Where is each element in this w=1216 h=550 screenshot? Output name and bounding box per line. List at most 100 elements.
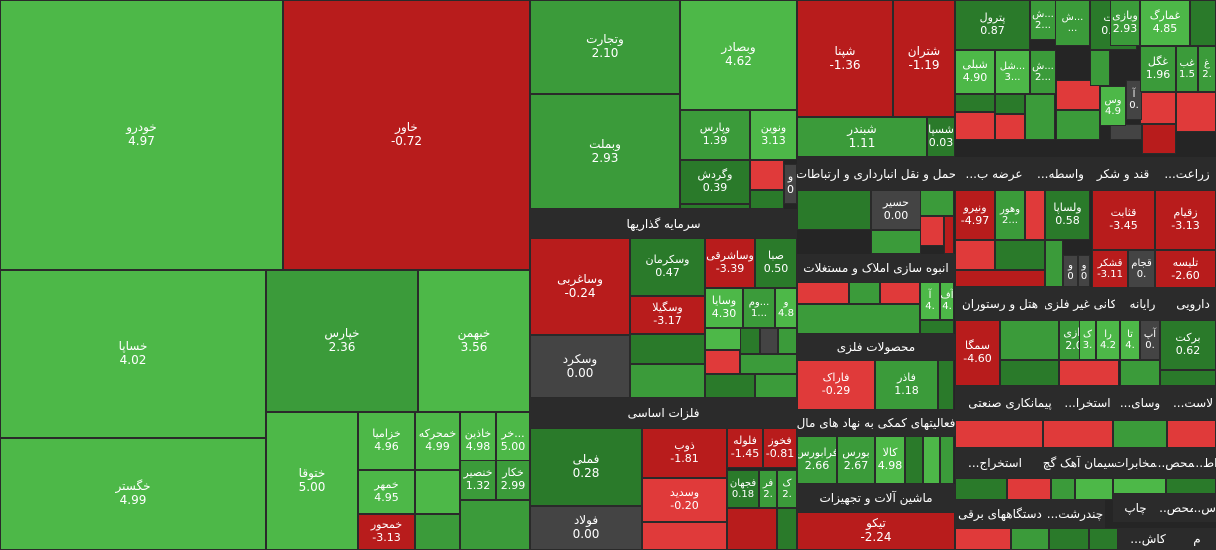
sector-header[interactable]: محصولات فلزی	[797, 334, 955, 360]
stock-tile[interactable]: وم... 1...	[743, 288, 775, 328]
sector-header[interactable]: پیمانکاری صنعتی	[955, 386, 1065, 420]
sector-header[interactable]: سیمان آهک گچ	[1035, 448, 1125, 478]
stock-tile[interactable]: ولساپا 0.58	[1045, 190, 1090, 240]
stock-tile[interactable]: ش... 2...	[1030, 50, 1056, 94]
stock-tile[interactable]: ک 2.	[777, 470, 797, 508]
sector-header[interactable]: دارویی	[1170, 287, 1216, 320]
stock-tile[interactable]: تلیسه -2.60	[1155, 250, 1216, 290]
stock-tile[interactable]: فاذر 1.18	[875, 360, 938, 410]
stock-tile[interactable]: شپنا -1.36	[797, 0, 893, 117]
sector-header[interactable]: وسای...	[1110, 386, 1170, 420]
sector-header[interactable]: اس...	[1193, 494, 1216, 522]
stock-tile[interactable]: فولاد 0.00	[530, 506, 642, 550]
stock-tile[interactable]: خمهر 4.95	[358, 470, 415, 514]
stock-tile[interactable]: وساغربی -0.24	[530, 238, 630, 335]
stock-tile[interactable]: صبا 0.50	[755, 238, 797, 288]
stock-tile[interactable]: را 4.2	[1096, 320, 1120, 360]
stock-tile[interactable]: غگل 1.96	[1140, 46, 1176, 92]
stock-tile[interactable]: شبندر 1.11	[797, 117, 927, 157]
stock-tile[interactable]: فاراک -0.29	[797, 360, 875, 410]
stock-tile[interactable]: بورس 2.67	[837, 436, 875, 484]
sector-header[interactable]: زراعت...	[1158, 157, 1216, 190]
stock-tile[interactable]: فخوز -0.81	[763, 428, 797, 468]
stock-tile[interactable]: غ 2.	[1198, 46, 1216, 92]
stock-tile[interactable]: وهور 2...	[995, 190, 1025, 240]
stock-tile[interactable]: آف 4.	[940, 282, 954, 320]
stock-tile[interactable]: وسدید -0.20	[642, 478, 727, 522]
stock-tile[interactable]: زقیام -3.13	[1155, 190, 1216, 250]
stock-tile[interactable]: خودرو 4.97	[0, 0, 283, 270]
stock-tile[interactable]: تا 4.	[1120, 320, 1140, 360]
stock-tile[interactable]: برکت 0.62	[1160, 320, 1216, 370]
stock-tile[interactable]: وبازی 2.93	[1110, 0, 1140, 46]
stock-tile[interactable]: وسایا 4.30	[705, 288, 743, 328]
stock-tile[interactable]: پترول 0.87	[955, 0, 1030, 50]
sector-header[interactable]: عرضه ب...	[955, 157, 1033, 190]
stock-tile[interactable]: وس 4.9	[1100, 86, 1126, 126]
stock-tile[interactable]: فلوله -1.45	[727, 428, 763, 468]
stock-tile[interactable]: فر 2.	[759, 470, 777, 508]
stock-tile[interactable]: ک 3.	[1079, 320, 1096, 360]
sector-header[interactable]: محص...	[1158, 494, 1193, 522]
stock-tile[interactable]: وبملت 2.93	[530, 94, 680, 209]
stock-tile[interactable]: و 4.8	[775, 288, 797, 328]
stock-tile[interactable]: خزامیا 4.96	[358, 412, 415, 470]
stock-tile[interactable]: وپارس 1.39	[680, 110, 750, 160]
stock-tile[interactable]: خنصیر 1.32	[460, 460, 496, 500]
stock-tile[interactable]: سمگا -4.60	[955, 320, 1000, 386]
stock-tile[interactable]: قثابت -3.45	[1092, 190, 1155, 250]
stock-tile[interactable]: شسپا 0.03	[927, 117, 955, 157]
sector-header[interactable]: استخرا...	[1065, 386, 1110, 420]
stock-tile[interactable]: ش......	[1055, 0, 1090, 46]
stock-tile[interactable]: وسکرد 0.00	[530, 335, 630, 398]
stock-tile[interactable]: خبهمن 3.56	[418, 270, 530, 412]
stock-tile[interactable]: ذوب -1.81	[642, 428, 727, 478]
stock-tile[interactable]: آ 4.	[920, 282, 940, 320]
stock-tile[interactable]: شبلی 4.90	[955, 50, 995, 94]
stock-tile[interactable]: تیکو -2.24	[797, 512, 955, 550]
stock-tile[interactable]: غمارگ 4.85	[1140, 0, 1190, 46]
sector-header[interactable]: واسطه...	[1033, 157, 1088, 190]
stock-tile[interactable]: ختوقا 5.00	[266, 412, 358, 550]
stock-tile[interactable]: خساپا 4.02	[0, 270, 266, 438]
stock-tile[interactable]: وگردش 0.39	[680, 160, 750, 204]
sector-header[interactable]: اط...	[1193, 448, 1216, 478]
sector-header[interactable]: چندرشت...	[1045, 500, 1105, 528]
stock-tile[interactable]: خمحرکه 4.99	[415, 412, 460, 470]
stock-tile[interactable]: ونیرو -4.97	[955, 190, 995, 240]
stock-tile[interactable]: قشکر -3.11	[1092, 250, 1128, 288]
stock-tile[interactable]: شتران -1.19	[893, 0, 955, 117]
sector-header[interactable]: هتل و رستوران	[955, 287, 1045, 320]
sector-header[interactable]: دستگاههای برقی	[955, 500, 1045, 528]
stock-tile[interactable]: فملی 0.28	[530, 428, 642, 506]
stock-tile[interactable]: آپ 0.	[1140, 320, 1160, 360]
stock-tile[interactable]: آ 0.	[1126, 80, 1142, 120]
sector-header[interactable]: کانی غیر فلزی	[1045, 287, 1115, 320]
sector-header[interactable]: ماشین آلات و تجهیزات	[797, 484, 955, 512]
stock-tile[interactable]: ش... 2...	[1030, 0, 1056, 40]
sector-header[interactable]: م	[1178, 528, 1216, 550]
sector-header[interactable]: انبوه سازی املاک و مستغلات	[797, 254, 955, 282]
stock-tile[interactable]: وبصادر 4.62	[680, 0, 797, 110]
sector-header[interactable]: قند و شکر	[1088, 157, 1158, 190]
stock-tile[interactable]: ونوین 3.13	[750, 110, 797, 160]
stock-tile[interactable]: فجهان 0.18	[727, 470, 759, 508]
sector-header[interactable]: سرمایه گذاریها	[530, 209, 797, 238]
stock-tile[interactable]: خپارس 2.36	[266, 270, 418, 412]
sector-header[interactable]: محص...	[1155, 448, 1193, 478]
stock-tile[interactable]: خاور -0.72	[283, 0, 530, 270]
sector-header[interactable]: چاپ	[1113, 494, 1158, 522]
sector-header[interactable]: حمل و نقل انبارداری و ارتباطات	[797, 157, 955, 190]
sector-header[interactable]: رایانه	[1115, 287, 1170, 320]
stock-tile[interactable]: وسکرمان 0.47	[630, 238, 705, 296]
stock-tile[interactable]: وتجارت 2.10	[530, 0, 680, 94]
stock-tile[interactable]: قجام 0.	[1128, 250, 1155, 288]
sector-header[interactable]: فلزات اساسی	[530, 398, 797, 428]
stock-tile[interactable]: وسگیلا -3.17	[630, 296, 705, 334]
stock-tile[interactable]: حسیر 0.00	[871, 190, 921, 230]
stock-tile[interactable]: خمحور -3.13	[358, 514, 415, 550]
stock-tile[interactable]: وساشرقی -3.39	[705, 238, 755, 288]
